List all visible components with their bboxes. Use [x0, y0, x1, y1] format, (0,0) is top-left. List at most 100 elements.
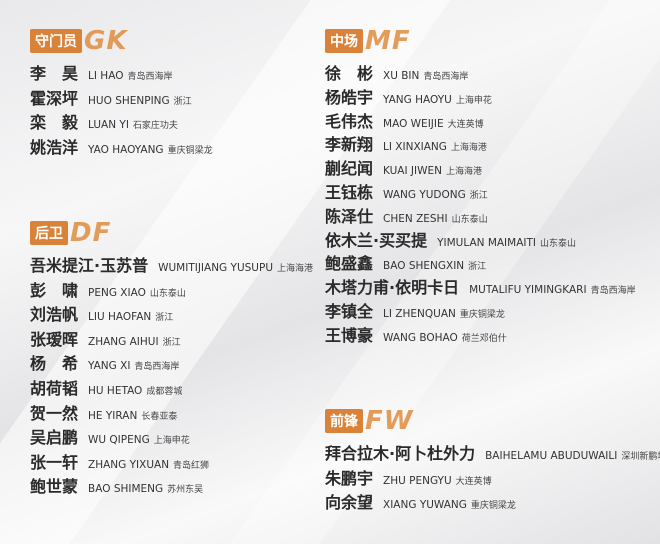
- player-name: 张瑷晖: [30, 329, 79, 349]
- player-row: 朱鹏宇 ZHU PENGYU 大连英博: [325, 465, 660, 490]
- player-club: 重庆铜梁龙: [470, 501, 516, 512]
- player-pinyin: LIU HAOFAN: [88, 311, 152, 324]
- player-row: 王博豪 WANG BOHAO 荷兰邓伯什: [325, 322, 636, 346]
- section-label: 中场: [325, 29, 363, 53]
- section-header: 守门员 GK: [30, 26, 213, 56]
- player-name: 王钰栋: [325, 182, 374, 202]
- player-name: 拜合拉木·阿卜杜外力: [325, 444, 476, 463]
- player-name: 鲍盛鑫: [325, 254, 374, 274]
- player-row: 王钰栋 WANG YUDONG 浙江: [325, 179, 636, 203]
- section-code: DF: [70, 218, 112, 248]
- section-header: 前锋 FW: [325, 406, 660, 436]
- player-club: 浙江: [469, 190, 488, 201]
- section-code: MF: [365, 26, 411, 56]
- player-pinyin: BAO SHENGXIN: [383, 260, 465, 273]
- section-header: 中场 MF: [325, 26, 636, 56]
- player-row: 李镇全 LI ZHENQUAN 重庆铜梁龙: [325, 298, 636, 322]
- player-row: 毛伟杰 MAO WEIJIE 大连英博: [325, 108, 636, 132]
- player-club: 成都蓉城: [146, 386, 183, 397]
- player-name: 刘浩帆: [30, 305, 79, 325]
- player-name: 依木兰·买买提: [325, 230, 428, 250]
- player-row: 杨皓宇 YANG HAOYU 上海申花: [325, 84, 636, 108]
- player-club: 浙江: [155, 313, 174, 324]
- player-club: 石家庄功夫: [132, 121, 178, 132]
- player-pinyin: YANG XI: [88, 360, 131, 373]
- player-row: 陈泽仕 CHEN ZESHI 山东泰山: [325, 203, 636, 227]
- player-club: 上海海港: [277, 264, 314, 274]
- player-pinyin: ZHU PENGYU: [383, 474, 452, 487]
- player-row: 杨 希 YANG XI 青岛西海岸: [30, 350, 313, 375]
- player-pinyin: WU QIPENG: [88, 434, 150, 447]
- player-row: 霍深坪 HUO SHENPING 浙江: [30, 85, 213, 110]
- player-name: 蒯纪闻: [325, 159, 374, 179]
- player-club: 大连英博: [447, 119, 484, 130]
- section-header: 后卫 DF: [30, 218, 313, 248]
- player-row: 吾米提江·玉苏普 WUMITIJIANG YUSUPU 上海海港: [30, 252, 313, 277]
- section: 守门员 GK 李 昊 LI HAO 青岛西海岸 霍深坪 HUO SHENPING 浙江栾 毅 L…: [30, 26, 213, 158]
- player-row: 蒯纪闻 KUAI JIWEN 上海海港: [325, 155, 636, 179]
- player-club: 荷兰邓伯什: [461, 333, 507, 344]
- player-row: 姚浩洋 YAO HAOYANG 重庆铜梁龙: [30, 134, 213, 159]
- player-club: 上海申花: [455, 95, 492, 106]
- player-club: 重庆铜梁龙: [459, 309, 505, 320]
- player-pinyin: XU BIN: [383, 70, 420, 82]
- player-pinyin: HE YIRAN: [88, 409, 138, 422]
- player-club: 长春亚泰: [141, 411, 178, 422]
- player-pinyin: ZHANG AIHUI: [88, 335, 159, 348]
- player-name: 杨皓宇: [325, 87, 374, 107]
- player-name: 李 昊: [30, 64, 79, 83]
- player-pinyin: MUTALIFU YIMINGKARI: [469, 284, 587, 297]
- player-club: 苏州东吴: [167, 485, 204, 496]
- player-pinyin: HUO SHENPING: [88, 94, 170, 107]
- player-club: 上海申花: [153, 436, 190, 447]
- player-pinyin: LI XINXIANG: [383, 141, 447, 154]
- player-name: 王博豪: [325, 325, 374, 345]
- player-name: 向余望: [325, 493, 374, 513]
- player-club: 山东泰山: [451, 214, 488, 225]
- player-pinyin: CHEN ZESHI: [383, 212, 448, 225]
- player-row: 吴启鹏 WU QIPENG 上海申花: [30, 424, 313, 449]
- player-name: 李新翔: [325, 135, 374, 155]
- player-pinyin: HU HETAO: [88, 384, 143, 397]
- player-row: 拜合拉木·阿卜杜外力 BAIHELAMU ABUDUWAILI深圳新鹏城: [325, 440, 660, 465]
- player-pinyin: PENG XIAO: [88, 286, 146, 299]
- player-name: 栾 毅: [30, 113, 79, 133]
- player-pinyin: LI ZHENQUAN: [383, 307, 456, 320]
- player-row: 张一轩 ZHANG YIXUAN 青岛红狮: [30, 449, 313, 474]
- player-pinyin: WUMITIJIANG YUSUPU: [158, 262, 273, 274]
- player-row: 贺一然 HE YIRAN 长春亚泰: [30, 400, 313, 425]
- player-row: 木塔力甫·依明卡日 MUTALIFU YIMINGKARI 青岛西海岸: [325, 274, 636, 298]
- player-row: 鲍盛鑫 BAO SHENGXIN 浙江: [325, 250, 636, 274]
- player-club: 青岛西海岸: [423, 72, 469, 82]
- player-row: 刘浩帆 LIU HAOFAN 浙江: [30, 301, 313, 326]
- player-pinyin: LI HAO: [88, 70, 124, 82]
- player-name: 杨 希: [30, 354, 79, 374]
- player-pinyin: WANG BOHAO: [383, 331, 458, 344]
- player-row: 李新翔 LI XINXIANG 上海海港: [325, 131, 636, 155]
- player-club: 青岛红狮: [173, 460, 210, 471]
- player-pinyin: YAO HAOYANG: [88, 143, 164, 156]
- player-name: 姚浩洋: [30, 137, 79, 157]
- player-club: 山东泰山: [149, 288, 186, 299]
- player-pinyin: LUAN YI: [88, 119, 129, 132]
- player-pinyin: XIANG YUWANG: [383, 499, 467, 512]
- player-row: 张瑷晖 ZHANG AIHUI 浙江: [30, 326, 313, 351]
- player-name: 毛伟杰: [325, 111, 374, 131]
- player-name: 陈泽仕: [325, 206, 374, 226]
- player-name: 霍深坪: [30, 88, 79, 108]
- player-club: 重庆铜梁龙: [167, 145, 213, 156]
- section-code: FW: [365, 406, 414, 436]
- player-name: 彭 啸: [30, 280, 79, 300]
- player-row: 依木兰·买买提 YIMULAN MAIMAITI 山东泰山: [325, 227, 636, 251]
- player-club: 山东泰山: [540, 238, 577, 249]
- player-pinyin: YANG HAOYU: [383, 93, 452, 106]
- section-label: 前锋: [325, 409, 363, 433]
- player-row: 李 昊 LI HAO 青岛西海岸: [30, 60, 213, 85]
- player-club: 青岛西海岸: [127, 72, 173, 82]
- player-pinyin: KUAI JIWEN: [383, 165, 442, 178]
- player-name: 张一轩: [30, 452, 79, 472]
- player-club: 深圳新鹏城: [621, 452, 660, 462]
- player-name: 李镇全: [325, 301, 374, 321]
- player-club: 浙江: [162, 337, 181, 348]
